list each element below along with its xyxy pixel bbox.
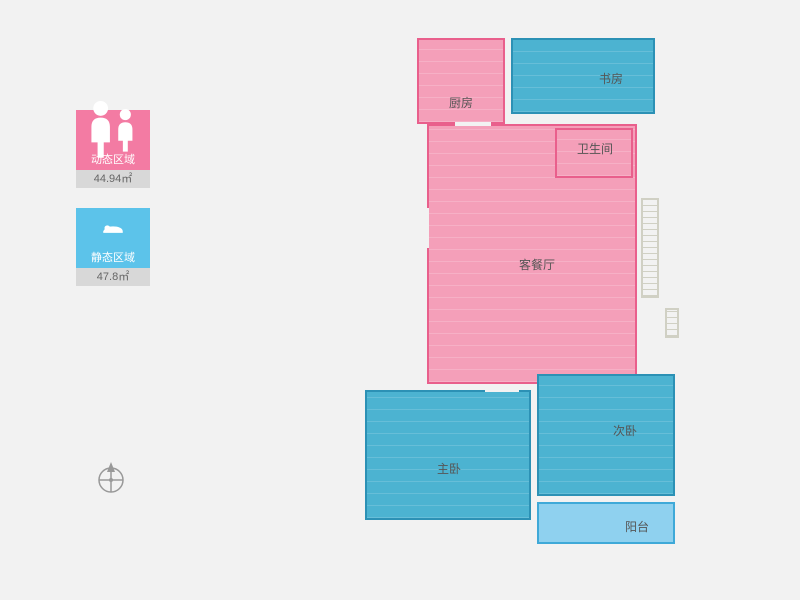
room-balcony-label: 阳台 [625,518,649,535]
floor-plan: 客餐厅 厨房 书房 卫生间 主卧 次卧 阳台 [365,18,725,578]
room-study: 书房 [511,38,655,114]
legend-static-label: 静态区域 [76,248,150,268]
room-master-label: 主卧 [437,460,461,477]
compass-icon [93,458,129,494]
room-bathroom: 卫生间 [555,128,633,178]
legend-static: 静态区域 47.8㎡ [76,208,150,286]
door-kitchen [455,122,491,126]
legend-static-value: 47.8㎡ [76,268,150,286]
sleep-icon [76,208,150,248]
room-second-label: 次卧 [613,422,637,439]
people-icon [76,110,150,150]
legend-panel: 动态区域 44.94㎡ 静态区域 47.8㎡ [76,110,150,306]
room-study-label: 书房 [599,70,623,87]
legend-dynamic: 动态区域 44.94㎡ [76,110,150,188]
room-second: 次卧 [537,374,675,496]
room-master: 主卧 [365,390,531,520]
room-bathroom-label: 卫生间 [577,140,613,157]
room-balcony: 阳台 [537,502,675,544]
room-kitchen: 厨房 [417,38,505,124]
exterior-rail-right-2 [665,308,679,338]
room-kitchen-label: 厨房 [449,94,473,111]
door-master [485,388,519,392]
legend-dynamic-value: 44.94㎡ [76,170,150,188]
exterior-rail-right [641,198,659,298]
room-living-label: 客餐厅 [519,256,555,273]
door-living-left [425,208,429,248]
